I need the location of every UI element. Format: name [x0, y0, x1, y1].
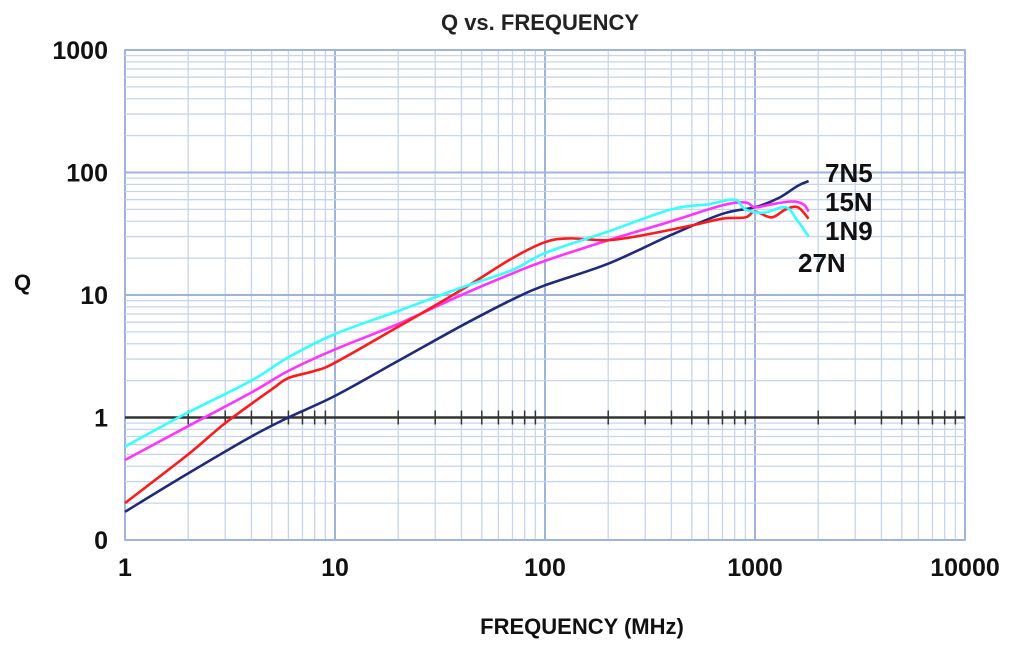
plot-grid [124, 49, 966, 541]
y-tick-label: 10 [80, 282, 108, 310]
x-tick-label: 1000 [727, 554, 783, 582]
x-tick-label: 10 [321, 554, 349, 582]
x-tick-label: 100 [524, 554, 566, 582]
y-tick-label: 1000 [52, 37, 108, 65]
series-lines [124, 179, 810, 513]
y-tick-label: 1 [94, 405, 108, 433]
y-tick-label: 0 [94, 527, 108, 555]
x-tick-label: 10000 [930, 554, 1000, 582]
x-axis-label: FREQUENCY (MHz) [480, 614, 684, 639]
series-line-27n [124, 198, 810, 448]
x-tick-label: 1 [118, 554, 132, 582]
y-tick-label: 100 [66, 160, 108, 188]
series-label-1n9: 1N9 [825, 216, 873, 246]
y-axis-label: Q [14, 270, 31, 295]
series-line-15n [124, 200, 810, 462]
series-label-7n5: 7N5 [825, 158, 873, 188]
series-line-7n5 [124, 179, 810, 513]
chart-title: Q vs. FREQUENCY [441, 10, 639, 35]
series-label-15n: 15N [825, 187, 873, 217]
series-label-27n: 27N [798, 248, 846, 278]
